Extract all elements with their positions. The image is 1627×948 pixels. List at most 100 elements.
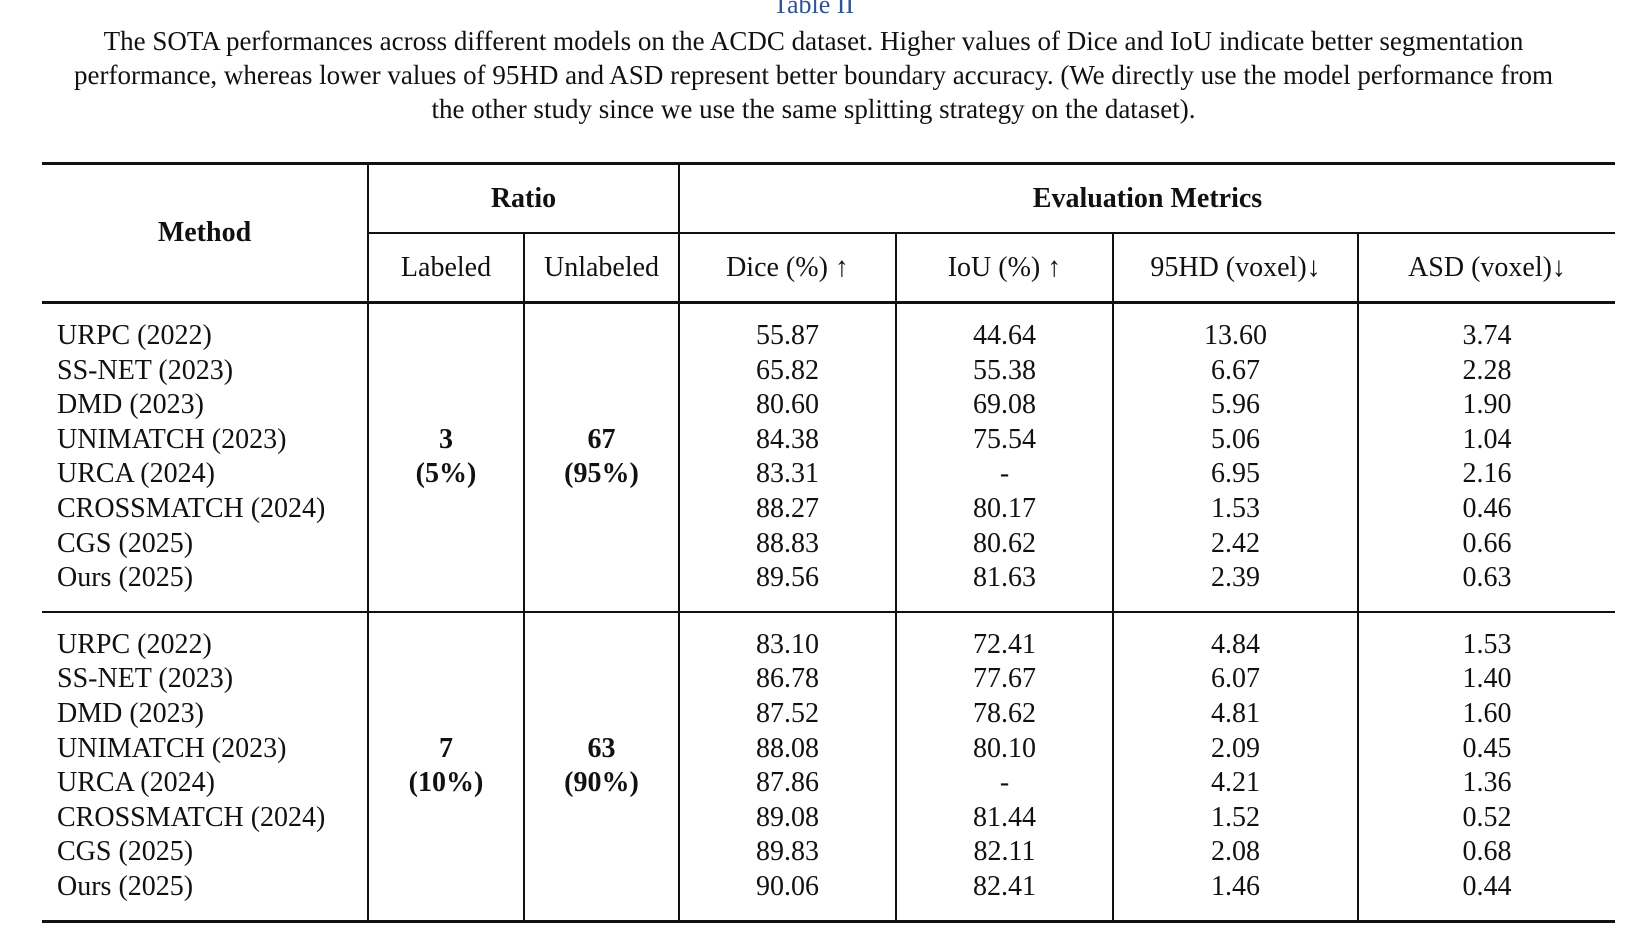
column-header: IoU (%) ↑	[895, 233, 1113, 303]
header-cell: Method	[157, 217, 252, 248]
metric-value: 5.96	[1211, 389, 1260, 421]
metric-value: 87.52	[756, 697, 819, 729]
method-name: URCA (2024)	[57, 767, 215, 799]
method-name: CROSSMATCH (2024)	[57, 492, 326, 524]
metric-value: 80.17	[973, 492, 1036, 524]
unlabeled-text: 67	[587, 423, 616, 455]
method-name: CGS (2025)	[57, 527, 194, 559]
metric-value: 1.36	[1462, 767, 1512, 799]
column-header: Unlabeled	[523, 233, 679, 303]
metric-value: 90.06	[756, 870, 819, 902]
metric-value: 75.54	[973, 423, 1036, 455]
metric-value: 2.08	[1211, 836, 1260, 868]
metric-value: 1.46	[1211, 870, 1260, 902]
metric-value: 83.10	[756, 628, 819, 660]
metric-value: 89.08	[756, 801, 819, 833]
metric-cell: 72.41 77.67 78.62 80.10-81.44 82.11 82.41	[895, 611, 1113, 921]
metric-value: 0.44	[1462, 870, 1512, 902]
unlabeled-text: (90%)	[564, 767, 639, 799]
metric-value: 5.06	[1211, 423, 1260, 455]
metric-value: 83.31	[756, 458, 819, 490]
metric-value: 13.60	[1204, 320, 1267, 351]
method-name: UNIMATCH (2023)	[57, 423, 287, 455]
metric-value: 78.62	[973, 697, 1036, 729]
metric-value: 1.53	[1462, 628, 1512, 660]
metric-value: 86.78	[756, 663, 819, 695]
column-header: Labeled	[367, 233, 524, 303]
labeled-cell: 7 (10%)	[367, 611, 524, 921]
metric-cell: 83.10 86.78 87.52 88.08 87.86 89.08 89.83 90.06	[678, 611, 896, 921]
method-name: URCA (2024)	[57, 458, 215, 490]
metric-value: 2.42	[1211, 527, 1260, 559]
metric-value: 80.62	[973, 527, 1036, 559]
metric-value: 87.86	[756, 767, 819, 799]
metric-value: 1.53	[1211, 492, 1260, 524]
metric-value: 4.84	[1211, 628, 1260, 660]
metric-value: 1.60	[1462, 697, 1512, 729]
method-name: URPC (2022)	[57, 320, 212, 351]
metric-value: 2.09	[1211, 732, 1260, 764]
metric-value: 1.40	[1462, 663, 1512, 695]
method-name: SS-NET (2023)	[57, 663, 234, 695]
method-name: UNIMATCH (2023)	[57, 732, 287, 764]
unlabeled-text: (95%)	[564, 458, 639, 490]
metric-cell: 3.74 2.28 1.90 1.04 2.16 0.46 0.66 0.63	[1357, 302, 1615, 612]
method-cell: URPC (2022) SS-NET (2023) DMD (2023) UNIMAT…	[42, 612, 368, 921]
column-header: ASD (voxel)↓	[1357, 233, 1615, 303]
metric-value: 88.27	[756, 492, 819, 524]
metric-value: -	[999, 767, 1010, 799]
unlabeled-cell: 63 (90%)	[523, 611, 679, 921]
metric-value: 65.82	[756, 354, 819, 386]
metric-cell: 1.53 1.40 1.60 0.45 1.36 0.52 0.68 0.44	[1357, 611, 1615, 921]
table-header: Method Ratio Evaluation Metrics Labeled U…	[42, 163, 1615, 303]
unlabeled-cell: 67 (95%)	[523, 302, 679, 612]
metric-cell: 44.64 55.38 69.08 75.54-80.17 80.62 81.63	[895, 302, 1113, 612]
metric-value: 4.21	[1211, 767, 1260, 799]
metric-value: 69.08	[973, 389, 1036, 421]
column-header: Dice (%) ↑	[678, 233, 896, 303]
metric-value: 0.45	[1462, 732, 1512, 764]
method-name: Ours (2025)	[57, 870, 194, 902]
metric-cell: 13.60 6.67 5.96 5.06 6.95 1.53 2.42 2.39	[1112, 302, 1358, 612]
metric-value: 81.63	[973, 562, 1036, 594]
metric-cell: 55.87 65.82 80.60 84.38 83.31 88.27 88.83 89.56	[678, 302, 896, 612]
metric-value: 80.60	[756, 389, 819, 421]
results-table: Method Ratio Evaluation Metrics Labeled U…	[42, 162, 1615, 923]
metric-value: 84.38	[756, 423, 819, 455]
group-row: URPC (2022) SS-NET (2023) DMD (2023) UNIMAT…	[42, 302, 1615, 612]
metric-value: 6.07	[1211, 663, 1260, 695]
labeled-text: 3	[439, 423, 453, 455]
metric-value: 2.16	[1462, 458, 1512, 490]
metric-value: 80.10	[973, 732, 1036, 764]
table-body: URPC (2022) SS-NET (2023) DMD (2023) UNIMAT…	[42, 302, 1615, 921]
labeled-text: (5%)	[415, 458, 477, 490]
table-caption: The SOTA performances across different m…	[74, 26, 1553, 124]
method-name: Ours (2025)	[57, 562, 194, 594]
metric-value: 1.04	[1462, 423, 1512, 455]
metric-value: 89.83	[756, 836, 819, 868]
metric-value: 1.90	[1462, 389, 1512, 421]
method-name: URPC (2022)	[57, 628, 212, 660]
metric-value: 55.38	[973, 354, 1036, 386]
metric-value: 82.41	[973, 870, 1036, 902]
metric-value: 3.74	[1462, 320, 1512, 351]
header-row: Method Ratio Evaluation Metrics	[42, 163, 1615, 248]
metric-cell: 4.84 6.07 4.81 2.09 4.21 1.52 2.08 1.46	[1112, 611, 1358, 921]
labeled-cell: 3 (5%)	[367, 302, 524, 612]
metric-value: 2.28	[1462, 354, 1512, 386]
metric-value: 4.81	[1211, 697, 1260, 729]
group-row: URPC (2022) SS-NET (2023) DMD (2023) UNIMAT…	[42, 611, 1615, 921]
method-name: CGS (2025)	[57, 836, 194, 868]
header-cell: Ratio	[367, 163, 679, 234]
metric-value: 0.46	[1462, 492, 1512, 524]
metric-value: 88.83	[756, 527, 819, 559]
metric-value: -	[999, 458, 1010, 490]
labeled-text: 7	[439, 732, 453, 764]
metric-value: 72.41	[973, 628, 1036, 660]
table-label: Table II	[772, 0, 855, 19]
metric-value: 44.64	[973, 320, 1036, 351]
metric-value: 0.66	[1462, 527, 1512, 559]
method-name: SS-NET (2023)	[57, 354, 234, 386]
method-name: DMD (2023)	[57, 389, 204, 421]
metric-value: 6.95	[1211, 458, 1260, 490]
